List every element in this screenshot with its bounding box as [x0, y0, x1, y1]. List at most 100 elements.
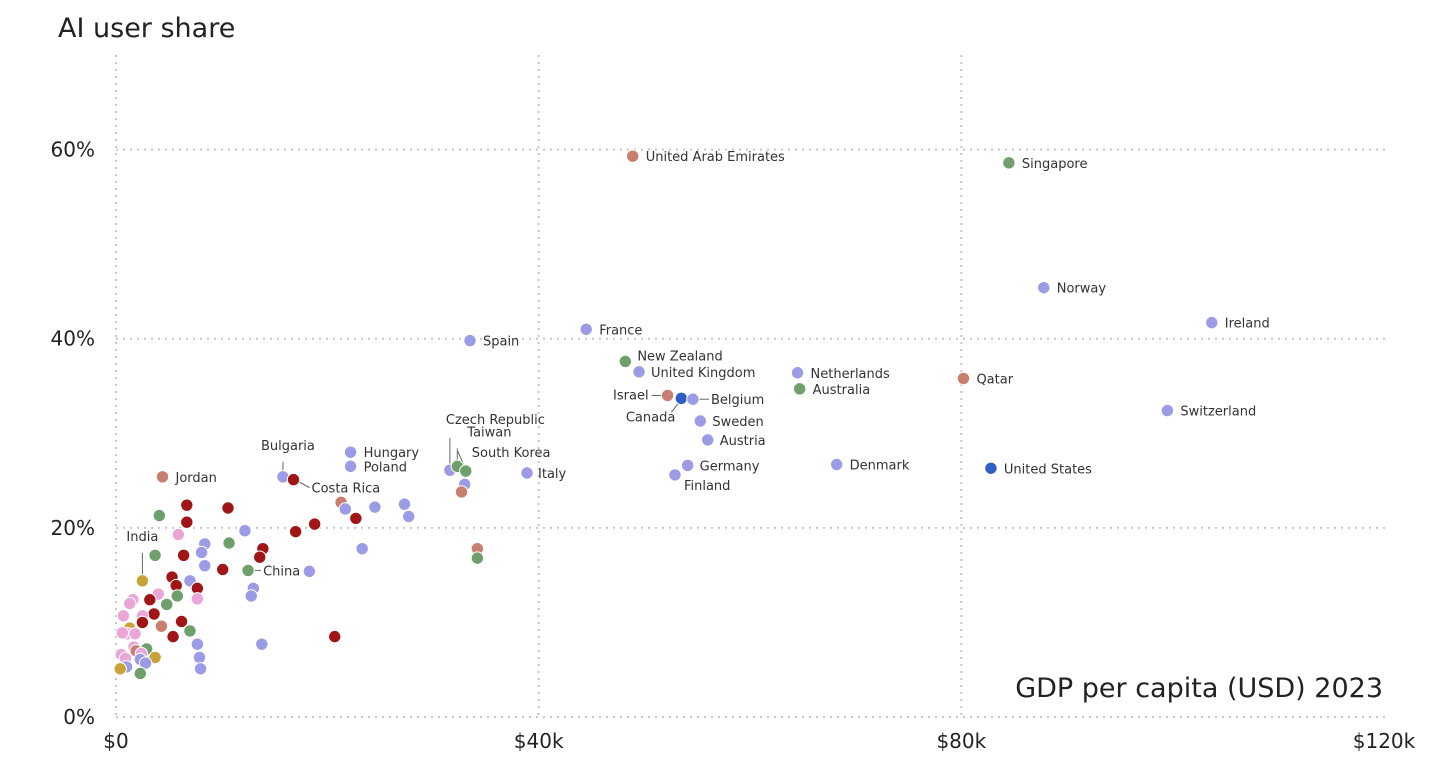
data-point[interactable]	[154, 619, 169, 633]
data-point[interactable]	[116, 609, 131, 623]
data-point-labeled[interactable]	[1037, 280, 1051, 295]
data-point[interactable]	[171, 527, 186, 542]
data-point-labeled[interactable]	[790, 366, 805, 380]
data-point[interactable]	[198, 558, 212, 573]
data-point[interactable]	[368, 500, 382, 514]
data-point-labeled[interactable]	[343, 445, 358, 459]
data-point-labeled[interactable]	[956, 371, 971, 386]
data-point-labeled[interactable]	[579, 322, 593, 336]
data-point[interactable]	[147, 607, 161, 621]
data-point[interactable]	[170, 589, 184, 603]
data-point[interactable]	[190, 592, 205, 606]
point-label: Canada	[626, 410, 675, 425]
data-point[interactable]	[470, 551, 485, 565]
data-point[interactable]	[138, 656, 153, 670]
point-label: Italy	[538, 467, 567, 482]
data-point-labeled[interactable]	[459, 464, 473, 478]
data-points	[113, 149, 1219, 681]
data-point-labeled[interactable]	[792, 382, 807, 396]
data-point-labeled[interactable]	[668, 468, 682, 482]
data-point[interactable]	[123, 596, 137, 611]
data-point-labeled[interactable]	[686, 392, 700, 406]
leader-line	[670, 402, 679, 413]
data-point[interactable]	[192, 650, 207, 665]
data-point-labeled[interactable]	[1205, 315, 1219, 330]
data-point[interactable]	[133, 666, 148, 681]
data-point[interactable]	[194, 545, 209, 560]
data-point[interactable]	[190, 637, 205, 651]
data-point[interactable]	[253, 550, 267, 564]
data-point-labeled[interactable]	[135, 574, 150, 588]
y-tick-label: 0%	[63, 705, 95, 729]
data-point[interactable]	[255, 637, 269, 651]
data-point-labeled[interactable]	[343, 459, 358, 474]
point-label: Denmark	[850, 458, 910, 473]
point-label: Finland	[684, 479, 730, 494]
point-label: Qatar	[976, 372, 1013, 387]
data-point-labeled[interactable]	[155, 470, 170, 484]
chart-title: AI user share	[58, 13, 235, 44]
data-point[interactable]	[128, 627, 142, 641]
data-point[interactable]	[143, 593, 157, 607]
data-point-labeled[interactable]	[829, 457, 844, 472]
data-point[interactable]	[454, 485, 469, 499]
data-point[interactable]	[174, 614, 189, 629]
point-label: United Kingdom	[651, 366, 755, 381]
data-point-labeled[interactable]	[632, 365, 646, 379]
point-label: Switzerland	[1180, 405, 1256, 420]
data-point-labeled[interactable]	[1160, 403, 1175, 418]
point-label: Taiwan	[466, 425, 511, 440]
y-tick-label: 20%	[51, 516, 95, 540]
point-label: Australia	[813, 383, 871, 398]
data-point-labeled[interactable]	[701, 433, 715, 447]
point-label: Hungary	[364, 446, 420, 461]
point-label: United Arab Emirates	[646, 150, 785, 165]
data-point[interactable]	[355, 541, 369, 556]
point-label: China	[263, 564, 300, 579]
data-point-labeled[interactable]	[1002, 156, 1016, 170]
data-point[interactable]	[349, 511, 363, 526]
data-point[interactable]	[176, 548, 191, 562]
data-point[interactable]	[148, 548, 162, 562]
data-point[interactable]	[135, 615, 150, 630]
data-point[interactable]	[221, 501, 235, 515]
data-point-labeled[interactable]	[241, 563, 255, 578]
data-point-labeled[interactable]	[674, 391, 689, 405]
data-point[interactable]	[193, 662, 208, 676]
data-point[interactable]	[222, 536, 236, 550]
data-point[interactable]	[183, 624, 197, 638]
data-point[interactable]	[216, 562, 230, 577]
data-point[interactable]	[328, 629, 342, 644]
data-point[interactable]	[302, 564, 317, 579]
data-point-labeled[interactable]	[618, 354, 633, 369]
x-axis-title: GDP per capita (USD) 2023	[1015, 673, 1383, 704]
data-point-labeled[interactable]	[984, 461, 998, 475]
data-point[interactable]	[397, 497, 412, 511]
data-point[interactable]	[338, 502, 352, 516]
point-label: Ireland	[1225, 317, 1270, 332]
x-tick-label: $120k	[1353, 729, 1416, 753]
data-point[interactable]	[166, 629, 180, 644]
data-point-labeled[interactable]	[463, 333, 477, 348]
data-point-labeled[interactable]	[680, 458, 695, 473]
data-point-labeled[interactable]	[520, 466, 534, 480]
data-point[interactable]	[307, 517, 322, 531]
data-point[interactable]	[288, 524, 303, 539]
data-point-labeled[interactable]	[286, 472, 301, 487]
data-point[interactable]	[244, 589, 258, 603]
data-point[interactable]	[160, 597, 174, 612]
data-point[interactable]	[401, 509, 416, 524]
data-point[interactable]	[152, 508, 167, 523]
point-label: France	[599, 323, 642, 338]
data-point[interactable]	[180, 498, 194, 512]
data-point-labeled[interactable]	[626, 149, 640, 163]
point-label: Spain	[483, 335, 519, 350]
data-point[interactable]	[115, 626, 130, 640]
data-point[interactable]	[180, 515, 194, 529]
point-label: Germany	[700, 459, 760, 474]
data-point[interactable]	[113, 662, 127, 676]
data-point-labeled[interactable]	[693, 414, 708, 428]
data-point-labeled[interactable]	[660, 388, 675, 403]
data-point[interactable]	[238, 523, 252, 538]
